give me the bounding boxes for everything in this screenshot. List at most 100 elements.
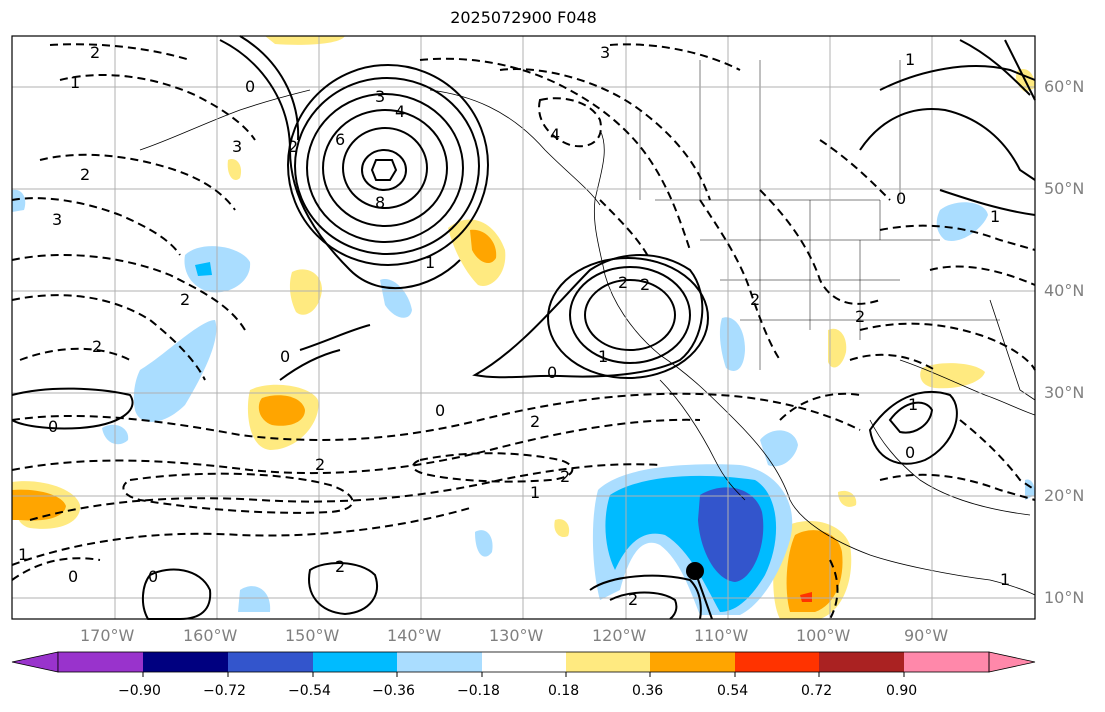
lat-label: 40°N [1044, 281, 1085, 300]
contour-label: 4 [395, 102, 405, 121]
colorbar-segment [650, 652, 735, 672]
negative-anomaly-area [760, 430, 798, 467]
lon-label: 90°W [904, 626, 949, 645]
contour-label: 2 [530, 412, 540, 431]
positive-anomaly-core [12, 489, 66, 521]
contour-label: 1 [908, 395, 918, 414]
lon-label: 140°W [387, 626, 442, 645]
lat-label: 50°N [1044, 179, 1085, 198]
positive-anomaly-core [258, 395, 305, 426]
contour-label: 3 [600, 43, 610, 62]
positive-anomaly-area [554, 519, 570, 538]
colorbar-segment [58, 652, 143, 672]
map-title: 2025072900 F048 [450, 8, 597, 27]
negative-anomaly-area [133, 320, 217, 422]
contour-label: 2 [288, 137, 298, 156]
contour-label: 3 [375, 87, 385, 106]
colorbar-segment [735, 652, 819, 672]
contour-label: 2 [628, 590, 638, 609]
colorbar-high-extension [988, 651, 1036, 673]
contour-label: 1 [1000, 570, 1010, 589]
colorbar-segment [313, 652, 397, 672]
colorbar-tick-label: 0.90 [886, 683, 918, 699]
lon-label: 160°W [183, 626, 238, 645]
contour-label: 2 [90, 43, 100, 62]
lat-label: 10°N [1044, 588, 1085, 607]
positive-anomaly-core [786, 530, 843, 612]
colorbar [11, 651, 1036, 677]
contour-label: 0 [547, 363, 557, 382]
colorbar-segment [482, 652, 566, 672]
graticule [12, 36, 1035, 619]
contour-label: 2 [80, 165, 90, 184]
contour-label: 2 [750, 290, 760, 309]
contour-label: 4 [550, 125, 560, 144]
positive-anomaly-area [838, 490, 857, 507]
contour-label: 0 [148, 567, 158, 586]
map-panel: 2 1 0 3 2 3 2 2 2 0 1 3 6 8 4 3 4 1 0 2 … [11, 35, 1036, 620]
contour-label: 0 [245, 77, 255, 96]
contour-label: 0 [896, 189, 906, 208]
map-frame [11, 35, 1036, 620]
lon-label: 120°W [592, 626, 647, 645]
lon-label: 100°W [796, 626, 851, 645]
contour-label: 0 [48, 417, 58, 436]
positive-anomaly-core [470, 229, 497, 264]
contour-label: 1 [425, 253, 435, 272]
contour-label: 2 [335, 557, 345, 576]
contour-label: 2 [855, 307, 865, 326]
contour-label: 0 [68, 567, 78, 586]
positive-anomaly-area [289, 269, 322, 315]
negative-anomaly-area [936, 202, 988, 241]
colorbar-tick-label: 0.18 [548, 683, 580, 699]
colorbar-segment [228, 652, 313, 672]
positive-anomaly-area [828, 328, 847, 368]
colorbar-segment [904, 652, 989, 672]
contour-label: 2 [618, 273, 628, 292]
negative-anomaly-area [719, 317, 745, 371]
contour-label: 3 [52, 210, 62, 229]
positive-anomaly-hot [800, 592, 812, 602]
colorbar-low-extension [11, 651, 59, 673]
contour-label: 0 [280, 347, 290, 366]
colorbar-tick-label: 0.72 [801, 683, 833, 699]
contour-label: 1 [990, 207, 1000, 226]
contour-label: 0 [435, 401, 445, 420]
lon-label: 130°W [489, 626, 544, 645]
contour-labels: 2 1 0 3 2 3 2 2 2 0 1 3 6 8 4 3 4 1 0 2 … [18, 43, 1010, 609]
contour-label: 2 [180, 290, 190, 309]
contour-label: 1 [905, 50, 915, 69]
colorbar-tick-label: −0.54 [288, 683, 331, 699]
negative-anomaly-area [475, 530, 493, 557]
dashed-contours [11, 43, 1036, 620]
contour-label: 0 [905, 443, 915, 462]
colorbar-segment [819, 652, 904, 672]
contour-label: 2 [640, 275, 650, 294]
colorbar-tick-label: 0.36 [632, 683, 664, 699]
contour-label: 1 [18, 545, 28, 564]
colorbar-segment [397, 652, 482, 672]
contour-label: 8 [375, 193, 385, 212]
lat-label: 30°N [1044, 383, 1085, 402]
contour-label: 6 [335, 130, 345, 149]
colorbar-segment [566, 652, 650, 672]
negative-anomaly-mid [195, 262, 212, 276]
colorbar-tick-label: −0.72 [203, 683, 246, 699]
contour-label: 1 [70, 73, 80, 92]
contour-label: 1 [530, 483, 540, 502]
lon-label: 150°W [285, 626, 340, 645]
contour-label: 2 [560, 467, 570, 486]
solid-contours [11, 35, 1036, 620]
positive-anomaly-area [265, 36, 345, 45]
positive-anomaly-area [920, 363, 985, 389]
colorbar-tick-label: −0.18 [457, 683, 500, 699]
lat-label: 20°N [1044, 486, 1085, 505]
colorbar-tick-label: −0.36 [372, 683, 415, 699]
negative-anomaly-area [12, 189, 26, 212]
negative-anomaly-area [238, 586, 271, 612]
colorbar-segment [143, 652, 228, 672]
lon-label: 110°W [694, 626, 749, 645]
negative-anomaly-strong [698, 487, 764, 582]
contour-label: 2 [315, 455, 325, 474]
contour-label: 1 [598, 347, 608, 366]
